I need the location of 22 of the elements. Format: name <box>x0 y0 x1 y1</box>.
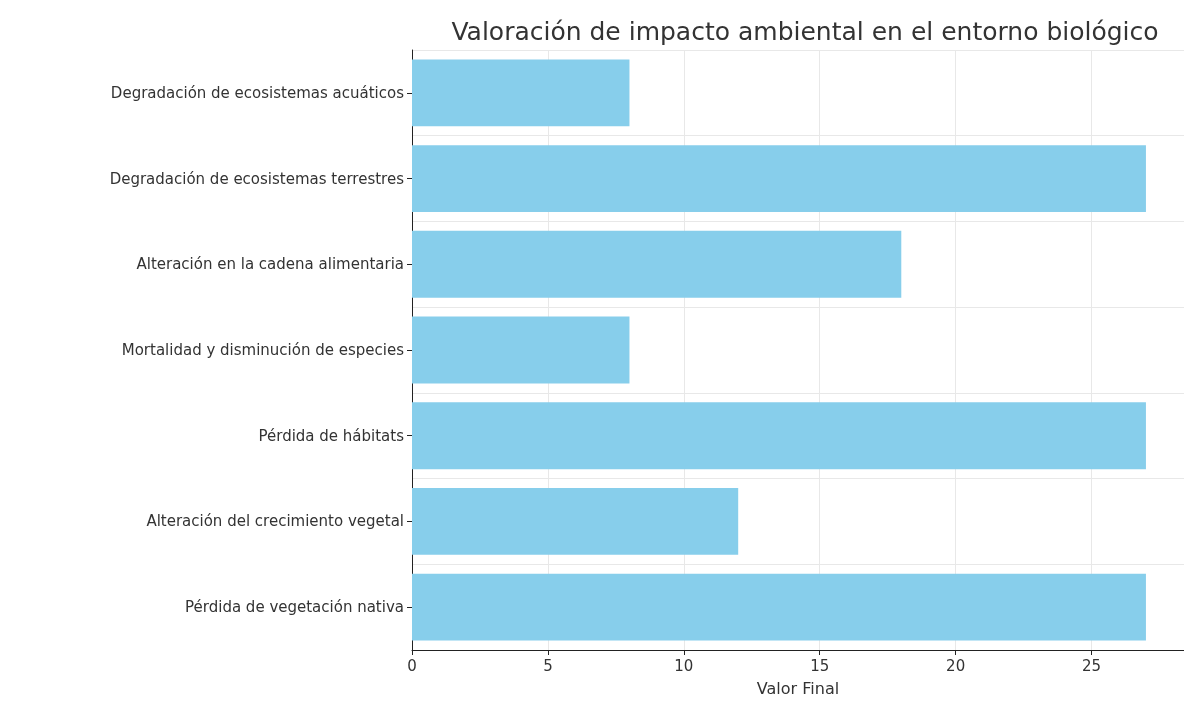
y-tick-label: Alteración del crecimiento vegetal <box>146 512 404 531</box>
bar <box>412 488 739 555</box>
y-tick-label: Degradación de ecosistemas acuáticos <box>110 83 405 102</box>
x-axis-title: Valor Final <box>756 678 840 698</box>
y-tick-label: Mortalidad y disminución de especies <box>121 341 405 359</box>
bar <box>412 573 1146 641</box>
y-tick-label: Pérdida de hábitats <box>258 426 405 445</box>
bar <box>412 402 1146 470</box>
x-tick-label: 25 <box>1082 656 1102 675</box>
x-tick-label: 5 <box>543 656 553 675</box>
y-tick-label: Pérdida de vegetación nativa <box>185 598 404 617</box>
x-tick-label: 20 <box>946 656 966 675</box>
bar <box>412 59 630 127</box>
y-tick-label: Degradación de ecosistemas terrestres <box>109 169 405 188</box>
chart-title: Valoración de impacto ambiental en el entorno biológico <box>451 17 1159 46</box>
x-tick-label: 15 <box>810 656 830 675</box>
bar <box>412 230 902 298</box>
bar <box>412 145 1146 212</box>
bar <box>412 316 630 384</box>
y-tick-label: Alteración en la cadena alimentaria <box>136 255 404 274</box>
x-tick-label: 10 <box>674 656 694 675</box>
x-tick-label: 0 <box>407 656 417 675</box>
